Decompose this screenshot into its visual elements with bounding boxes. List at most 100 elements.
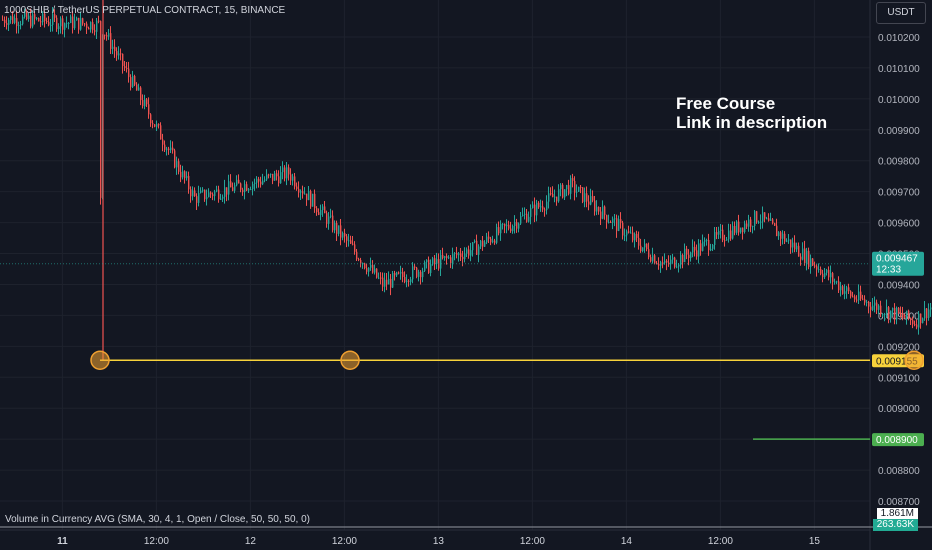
current-price-countdown: 12:33 <box>876 265 901 276</box>
target-price-tag <box>872 433 924 447</box>
candle-body <box>306 193 308 201</box>
candle-body <box>394 273 396 276</box>
candle-body <box>282 167 284 173</box>
volume-indicator-label[interactable]: Volume in Currency AVG (SMA, 30, 4, 1, O… <box>5 514 310 525</box>
symbol-title[interactable]: 1000SHIB / TetherUS PERPETUAL CONTRACT, … <box>4 5 286 16</box>
candle-body <box>304 193 306 195</box>
candle-body <box>182 171 184 178</box>
candle-body <box>398 272 400 274</box>
candle-body <box>66 23 68 25</box>
candle-body <box>342 233 344 238</box>
candle-body <box>140 87 142 101</box>
candle-body <box>908 310 910 319</box>
candle-body <box>588 201 590 205</box>
candle-body <box>240 183 242 190</box>
candle-body <box>518 223 520 229</box>
candle-body <box>154 124 156 127</box>
candle-body <box>478 246 480 255</box>
currency-button[interactable]: USDT <box>876 2 926 24</box>
candle-body <box>724 240 726 242</box>
candle-body <box>802 248 804 260</box>
candle-body <box>772 219 774 224</box>
candle-body <box>816 266 818 270</box>
candle-body <box>804 248 806 264</box>
candle-body <box>832 273 834 282</box>
candle-body <box>608 221 610 223</box>
candle-body <box>2 19 4 21</box>
candle-body <box>322 206 324 211</box>
candle-body <box>200 190 202 193</box>
candle-body <box>126 68 128 70</box>
y-tick-label: 0.010200 <box>878 33 920 44</box>
candle-body <box>100 21 102 198</box>
candle-body <box>408 280 410 282</box>
candle-body <box>70 16 72 23</box>
candle-body <box>528 216 530 222</box>
candle-body <box>144 99 146 107</box>
candle-body <box>534 204 536 216</box>
candle-body <box>238 179 240 184</box>
candle-body <box>886 307 888 314</box>
candle-body <box>212 194 214 197</box>
candle-body <box>554 196 556 198</box>
candle-body <box>20 24 22 26</box>
candle-body <box>430 264 432 273</box>
candle-body <box>42 13 44 23</box>
candle-body <box>172 147 174 151</box>
candle-body <box>598 206 600 212</box>
candle-body <box>636 233 638 238</box>
candle-body <box>252 183 254 190</box>
candle-body <box>856 299 858 301</box>
candle-body <box>192 190 194 197</box>
candle-body <box>784 233 786 242</box>
candle-body <box>14 18 16 23</box>
candle-body <box>146 99 148 105</box>
candle-body <box>842 286 844 294</box>
candle-body <box>138 87 140 91</box>
candle-body <box>328 216 330 224</box>
candle-body <box>510 228 512 232</box>
y-tick-label: 0.010100 <box>878 64 920 75</box>
candle-body <box>130 77 132 87</box>
candle-body <box>638 237 640 246</box>
candle-body <box>644 243 646 248</box>
candle-body <box>298 188 300 193</box>
y-tick-label: 0.009700 <box>878 188 920 199</box>
candle-body <box>442 254 444 259</box>
support-touch-marker <box>90 350 110 371</box>
candle-body <box>468 249 470 256</box>
candle-body <box>684 248 686 263</box>
candle-body <box>780 232 782 239</box>
candle-body <box>186 175 188 179</box>
candle-body <box>330 215 332 217</box>
candle-body <box>542 206 544 210</box>
candle-body <box>844 291 846 294</box>
candle-body <box>382 277 384 287</box>
candle-body <box>246 184 248 191</box>
candle-body <box>666 260 668 263</box>
candle-body <box>728 230 730 240</box>
candle-body <box>668 262 670 265</box>
candle-body <box>226 187 228 195</box>
candle-body <box>380 277 382 279</box>
candle-body <box>516 222 518 229</box>
candle-body <box>50 24 52 26</box>
candle-body <box>562 184 564 198</box>
candle-body <box>104 34 106 36</box>
candle-body <box>148 104 150 115</box>
candle-body <box>764 212 766 219</box>
candle-body <box>708 240 710 251</box>
candle-body <box>796 245 798 250</box>
candle-body <box>526 213 528 222</box>
candle-body <box>228 181 230 195</box>
candle-body <box>906 310 908 319</box>
candle-body <box>692 246 694 253</box>
candle-body <box>72 16 74 29</box>
candle-body <box>828 269 830 278</box>
candle-body <box>578 186 580 192</box>
y-tick-label: 0.009000 <box>878 404 920 415</box>
candle-body <box>286 167 288 179</box>
candle-body <box>824 272 826 278</box>
candle-body <box>490 238 492 243</box>
